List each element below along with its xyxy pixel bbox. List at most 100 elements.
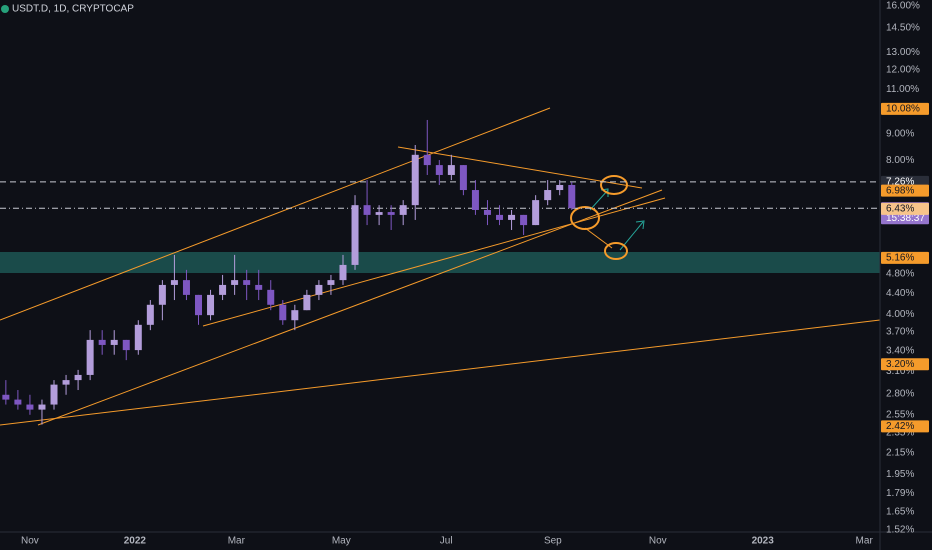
y-tick-label: 1.65% bbox=[886, 506, 914, 517]
y-tick-label: 4.00% bbox=[886, 309, 914, 320]
y-tick-label: 11.00% bbox=[886, 84, 919, 95]
candle-body bbox=[483, 209, 491, 215]
candle-body bbox=[303, 294, 311, 311]
price-tag bbox=[881, 202, 929, 215]
candle-body bbox=[363, 205, 371, 215]
y-tick-label: 4.80% bbox=[886, 269, 914, 280]
candle-body bbox=[26, 404, 34, 410]
candle-body bbox=[62, 380, 70, 385]
candle-body bbox=[447, 165, 455, 175]
candle-body bbox=[207, 294, 215, 316]
x-tick-label: Nov bbox=[649, 536, 667, 547]
candle-body bbox=[194, 294, 202, 316]
candle-body bbox=[399, 205, 407, 215]
candle-body bbox=[182, 280, 190, 295]
price-tag-label: 6.43% bbox=[886, 204, 914, 215]
candle-body bbox=[435, 165, 443, 175]
candle-body bbox=[158, 284, 166, 305]
price-tag-label: 10.08% bbox=[886, 104, 920, 115]
trend-line bbox=[0, 107, 551, 321]
candle-body bbox=[219, 284, 227, 295]
x-tick-label: 2023 bbox=[752, 536, 775, 547]
trend-line bbox=[202, 197, 666, 327]
candle-body bbox=[50, 384, 58, 405]
candle-body bbox=[544, 190, 552, 201]
y-tick-label: 1.52% bbox=[886, 525, 914, 536]
candle-body bbox=[146, 304, 154, 325]
chart-title: USDT.D, 1D, CRYPTOCAP bbox=[12, 4, 134, 15]
y-tick-label: 1.95% bbox=[886, 469, 914, 480]
y-tick-label: 12.00% bbox=[886, 65, 920, 76]
y-tick-label: 3.10% bbox=[886, 366, 914, 377]
price-tag bbox=[881, 251, 929, 264]
y-tick-label: 3.40% bbox=[886, 345, 914, 356]
y-tick-label: 9.00% bbox=[886, 129, 914, 140]
candle-body bbox=[14, 399, 22, 405]
y-tick-label: 8.00% bbox=[886, 155, 914, 166]
price-tag bbox=[881, 358, 929, 371]
zone bbox=[0, 252, 880, 273]
candle-body bbox=[38, 404, 46, 410]
price-tag bbox=[881, 420, 929, 433]
y-tick-label: 2.80% bbox=[886, 389, 914, 400]
series bbox=[2, 119, 576, 425]
candle-body bbox=[231, 280, 239, 285]
y-tick-label: 13.00% bbox=[886, 47, 920, 58]
candle-body bbox=[387, 212, 395, 215]
candle-body bbox=[508, 214, 516, 220]
candle-body bbox=[351, 205, 359, 265]
x-tick-label: Sep bbox=[544, 536, 562, 547]
price-tag-label: 7.26% bbox=[886, 177, 914, 188]
candle-body bbox=[411, 154, 419, 206]
candle-body bbox=[2, 394, 10, 400]
y-tick-label: 2.35% bbox=[886, 428, 914, 439]
price-tag-label: 6.98% bbox=[886, 185, 914, 196]
candle-body bbox=[86, 339, 94, 375]
y-tick-label: 3.70% bbox=[886, 327, 914, 338]
candle-body bbox=[568, 185, 576, 209]
y-tick-label: 2.55% bbox=[886, 409, 914, 420]
symbol-icon bbox=[1, 5, 9, 13]
candle-body bbox=[471, 190, 479, 210]
candle-body bbox=[375, 212, 383, 215]
arrow-head bbox=[635, 220, 645, 230]
candle-body bbox=[315, 284, 323, 295]
circle-marker bbox=[604, 242, 628, 260]
price-tag bbox=[881, 102, 929, 115]
x-tick-label: 2022 bbox=[124, 536, 147, 547]
x-tick-label: Jul bbox=[440, 536, 453, 547]
price-countdown: 15:38:37 bbox=[886, 213, 925, 224]
candle-body bbox=[170, 280, 178, 285]
candle-body bbox=[339, 264, 347, 281]
candle-body bbox=[327, 280, 335, 285]
candle-body bbox=[279, 304, 287, 321]
y-tick-label: 14.50% bbox=[886, 23, 920, 34]
candle-body bbox=[291, 310, 299, 321]
y-tick-label: 16.00% bbox=[886, 1, 920, 12]
candle-body bbox=[110, 339, 118, 345]
candle-body bbox=[243, 280, 251, 285]
candle-body bbox=[122, 339, 130, 351]
price-tag-label: 2.42% bbox=[886, 421, 914, 432]
candle-body bbox=[459, 165, 467, 191]
x-tick-label: Nov bbox=[21, 536, 39, 547]
y-tick-label: 1.79% bbox=[886, 488, 914, 499]
x-tick-label: May bbox=[332, 536, 351, 547]
price-tag bbox=[881, 184, 929, 197]
candle-body bbox=[520, 214, 528, 226]
y-tick-label: 4.40% bbox=[886, 288, 914, 299]
candle-body bbox=[556, 185, 564, 191]
candle-body bbox=[532, 200, 540, 226]
candle-body bbox=[98, 339, 106, 345]
trend-line bbox=[37, 189, 663, 426]
candle-body bbox=[134, 324, 142, 351]
y-tick-label: 2.15% bbox=[886, 447, 914, 458]
x-tick-label: Mar bbox=[856, 536, 874, 547]
candle-body bbox=[496, 214, 504, 220]
circle-marker bbox=[600, 175, 628, 195]
